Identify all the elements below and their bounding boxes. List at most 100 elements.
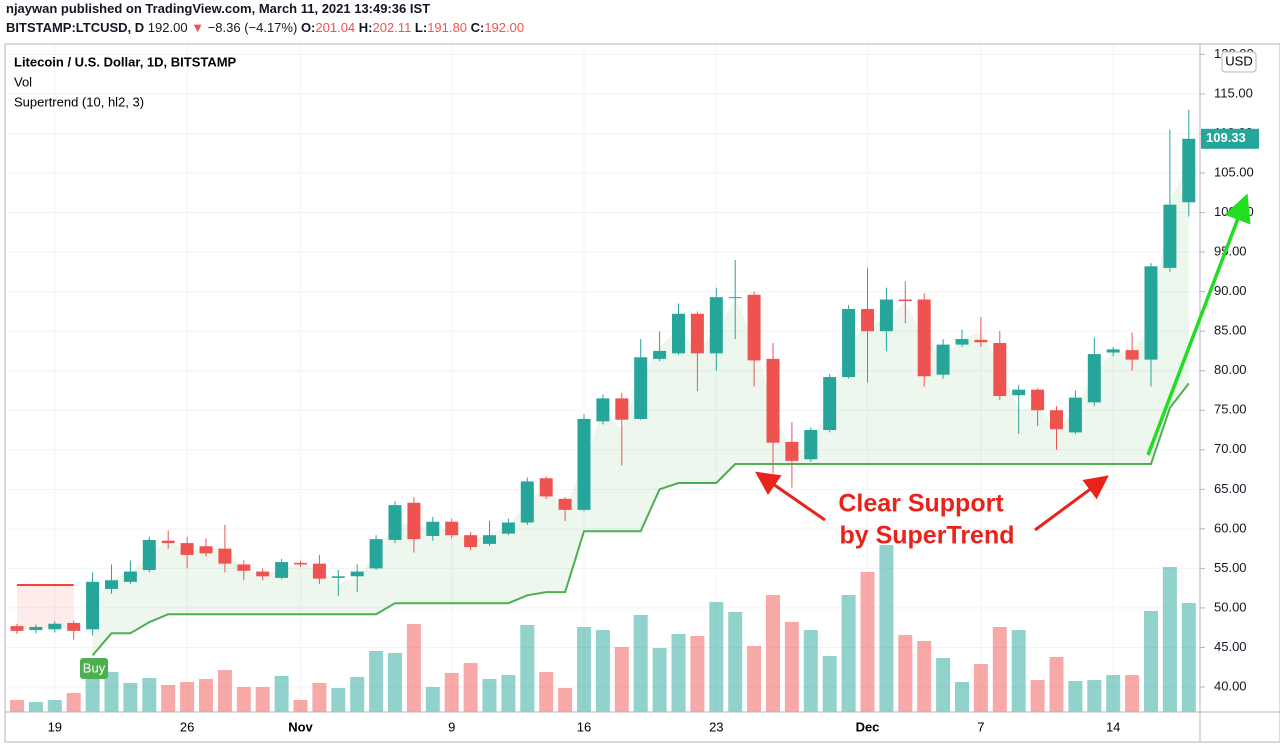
- volume-bar: [822, 656, 837, 712]
- candle-body: [294, 562, 307, 565]
- candle-body: [955, 339, 969, 345]
- candle-body: [728, 297, 742, 299]
- buy-box: [80, 658, 108, 679]
- candle-body: [10, 626, 24, 631]
- volume-bar: [879, 545, 894, 712]
- candle-body: [539, 478, 553, 497]
- supertrend: [17, 382, 1190, 657]
- frame: [4, 43, 1280, 743]
- last-price: 109.33: [1206, 130, 1246, 145]
- author-line: njaywan published on TradingView.com, Ma…: [6, 0, 430, 19]
- volume-bar: [104, 672, 119, 712]
- candle-body: [142, 539, 156, 570]
- x-tick-label: 26: [180, 719, 194, 734]
- legend-main: Litecoin / U.S. Dollar, 1D, BITSTAMP: [14, 54, 237, 69]
- candle-body: [483, 535, 496, 544]
- arrow: [755, 471, 826, 522]
- candle-body: [879, 299, 893, 332]
- volume-bar: [1125, 675, 1140, 712]
- candle-body: [917, 299, 931, 377]
- candle-body: [237, 564, 251, 571]
- volume-bar: [388, 653, 402, 712]
- candle-body: [407, 502, 421, 540]
- candle-body: [634, 357, 648, 419]
- volume-bar: [841, 595, 856, 712]
- x-tick-label: 9: [448, 719, 455, 734]
- candle-body: [369, 539, 383, 569]
- volume-bar: [558, 688, 573, 712]
- volume-bar: [671, 634, 686, 712]
- volume-bar: [1087, 680, 1102, 712]
- y-tick-label: 75.00: [1214, 402, 1247, 417]
- volume-bar: [728, 612, 743, 712]
- candle-body: [898, 299, 912, 302]
- volume-bar: [936, 658, 951, 712]
- open-label: O:: [300, 20, 316, 35]
- candle-body: [974, 339, 988, 343]
- x-tick-label: 14: [1106, 719, 1120, 734]
- candle-body: [823, 377, 837, 431]
- volume-bar: [501, 675, 516, 712]
- volume-bar: [917, 641, 932, 712]
- volume-bar: [1068, 681, 1083, 712]
- volume-bar: [199, 679, 213, 712]
- volume-bar: [369, 651, 384, 712]
- candle-body: [445, 521, 459, 536]
- y-tick-label: 115.00: [1214, 85, 1253, 100]
- x-tick-label: 7: [977, 719, 984, 734]
- low: 191.80: [427, 20, 467, 35]
- candle-body: [1144, 266, 1158, 360]
- candle-body: [161, 540, 175, 544]
- volume-bar: [142, 678, 157, 712]
- candle-body: [1031, 389, 1045, 411]
- candle-body: [123, 571, 137, 582]
- volume-bar: [1144, 611, 1158, 712]
- candle-body: [596, 398, 610, 422]
- legend-supertrend: Supertrend (10, hl2, 3): [14, 94, 144, 109]
- volume-bar: [331, 688, 346, 712]
- volume-bar: [1049, 657, 1064, 712]
- volume-bar: [161, 685, 176, 712]
- volume-bar: [577, 627, 591, 712]
- candle-body: [1012, 389, 1026, 396]
- high-label: H:: [358, 20, 373, 35]
- volume-bar: [955, 682, 969, 712]
- candle-body: [577, 418, 591, 510]
- supertrend-line: [91, 382, 1190, 657]
- candle-body: [785, 441, 799, 461]
- candle-body: [86, 581, 100, 630]
- close: 192.00: [484, 20, 525, 35]
- candle-body: [464, 535, 478, 548]
- x-tick-label: Nov: [288, 719, 313, 734]
- volume-bar: [1030, 680, 1045, 712]
- supertrend-area: [17, 585, 74, 631]
- x-tick-label: Dec: [856, 719, 880, 734]
- y-tick-label: 85.00: [1214, 323, 1247, 338]
- volume-bar: [747, 646, 762, 712]
- volume-bar: [312, 683, 327, 712]
- y-tick-label: 105.00: [1214, 164, 1254, 179]
- volume-bar: [973, 664, 988, 712]
- price: 192.00: [147, 20, 188, 35]
- candle-body: [218, 548, 232, 564]
- axes: 40.00 45.00 50.00 55.00 60.00 65.00 70.00 75.00…: [48, 46, 1259, 734]
- candle-body: [312, 563, 326, 579]
- currency-box[interactable]: [1221, 51, 1257, 73]
- candle-body: [256, 571, 270, 577]
- close-label: C:: [470, 20, 485, 35]
- currency: USD: [1225, 53, 1252, 68]
- volume-bar: [766, 595, 780, 712]
- candle-body: [936, 344, 950, 375]
- volume-bar: [690, 636, 705, 712]
- y-tick-label: 70.00: [1214, 441, 1247, 456]
- y-tick-label: 40.00: [1214, 678, 1247, 693]
- open: 201.04: [315, 20, 356, 35]
- volume-bar: [47, 700, 62, 712]
- candle-body: [558, 498, 572, 510]
- volume-bar: [784, 622, 799, 712]
- volume-bar: [482, 679, 497, 712]
- author: njaywan published on TradingView.com, Ma…: [6, 1, 431, 16]
- volume-bar: [10, 700, 24, 712]
- volume-bar: [860, 572, 875, 712]
